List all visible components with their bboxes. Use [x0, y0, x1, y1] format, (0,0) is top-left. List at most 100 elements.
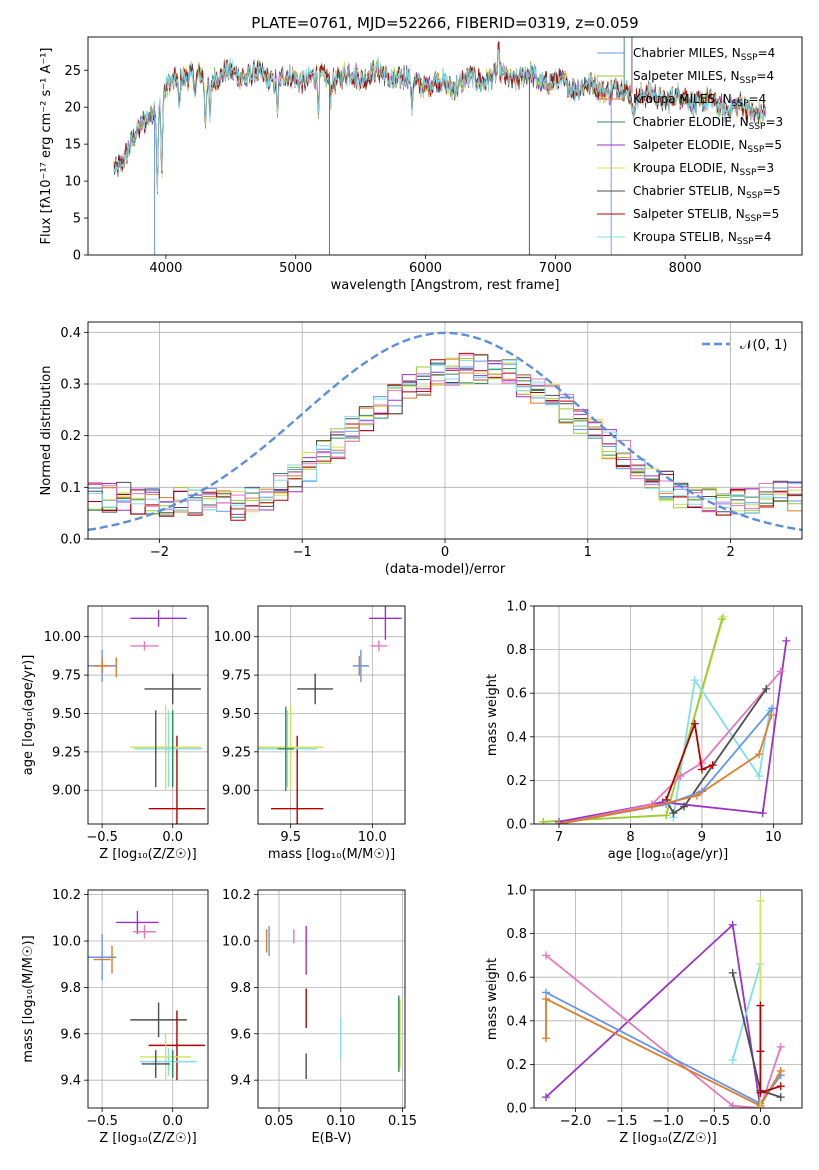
x-tick-label: −0.5 [86, 1114, 118, 1129]
y-tick-label: 10.0 [222, 935, 251, 950]
legend-entry: 𝒩(0, 1) [740, 338, 787, 353]
x-axis-label: Z [log₁₀(Z/Z☉)] [99, 847, 196, 862]
x-tick-label: 6000 [409, 261, 442, 276]
weight-point-marker [762, 684, 771, 693]
weight-point-marker [697, 765, 706, 774]
weight-point-marker [690, 676, 699, 685]
x-tick-label: 0.0 [750, 1114, 771, 1129]
y-tick-label: 9.8 [230, 981, 251, 996]
y-tick-label: 9.50 [52, 707, 81, 722]
weight-point-marker [776, 1093, 785, 1102]
y-tick-label: 9.25 [52, 745, 81, 760]
x-tick-label: 9.5 [280, 830, 301, 845]
legend-subscript: SSP [747, 145, 764, 155]
y-tick-label: 0.8 [506, 643, 527, 658]
weights-vs-age-panel: 7 8 9 10 0.0 0.2 0.4 0.6 0.8 1.0 age [log₁₀(age/yr… [485, 600, 803, 862]
weight-series-line [665, 720, 714, 801]
legend-subscript: SSP [732, 99, 749, 109]
weight-point-marker [756, 1047, 765, 1056]
weight-point-marker [690, 719, 699, 728]
x-axis-label: age [log₁₀(age/yr)] [608, 847, 729, 862]
weight-series-line [672, 677, 771, 818]
legend-entry: Chabrier MILES, NSSP=4 [633, 46, 775, 63]
legend-label: Salpeter STELIB, N [633, 207, 745, 221]
y-tick-label: 9.6 [230, 1027, 251, 1042]
x-axis-label: E(B-V) [311, 1131, 351, 1146]
y-tick-label: 0.2 [506, 774, 527, 789]
legend-tail: =4 [756, 69, 774, 83]
weight-point-marker [756, 1001, 765, 1010]
x-axis-label: Z [log₁₀(Z/Z☉)] [99, 1131, 196, 1146]
errorbars [88, 910, 206, 1081]
y-tick-label: 0.0 [60, 533, 81, 548]
legend-tail: =3 [756, 161, 774, 175]
legend-subscript: SSP [746, 191, 763, 201]
weight-point-marker [755, 750, 764, 759]
y-tick-label: 0 [73, 249, 81, 264]
y-axis-label: Flux [fλ10⁻¹⁷ erg cm⁻² s⁻¹ A⁻¹] [39, 48, 54, 245]
y-axis-label: mass weight [485, 674, 500, 756]
histogram-series [88, 359, 802, 514]
y-axis-label: Normed distribution [39, 366, 54, 496]
legend-tail: =4 [749, 92, 767, 106]
legend-label: Kroupa MILES, N [633, 92, 732, 106]
legend-subscript: SSP [740, 76, 757, 86]
y-tick-label: 0.6 [506, 687, 527, 702]
weight-point-marker [669, 809, 678, 818]
y-tick-label: 0.0 [506, 818, 527, 833]
x-tick-label: 5000 [279, 261, 312, 276]
axes-frame [87, 321, 803, 540]
y-tick-label: 15 [64, 138, 81, 153]
weight-lines [542, 896, 785, 1108]
y-tick-label: 10 [64, 175, 81, 190]
legend-entry: Salpeter MILES, NSSP=4 [633, 69, 774, 86]
legend-tail: =5 [763, 184, 781, 198]
weight-point-marker [776, 1042, 785, 1051]
axes-frame [533, 889, 803, 1109]
weight-point-marker [542, 1093, 551, 1102]
x-tick-label: 0.05 [265, 1114, 294, 1129]
legend-tail: =5 [762, 207, 780, 221]
x-axis-label: wavelength [Angstrom, rest frame] [331, 278, 560, 293]
y-tick-label: 9.75 [222, 669, 251, 684]
legend-tail: =5 [764, 138, 782, 152]
y-tick-label: 10.00 [214, 630, 251, 645]
x-tick-label: 4000 [149, 261, 182, 276]
y-tick-label: 25 [64, 64, 81, 79]
x-tick-label: −1.5 [606, 1114, 638, 1129]
weight-series-line [558, 640, 788, 823]
weight-point-marker [676, 772, 685, 781]
legend-tail: =3 [765, 115, 783, 129]
weight-point-marker [542, 995, 551, 1003]
y-tick-label: 5 [73, 212, 81, 227]
axes-frame [257, 605, 406, 825]
x-tick-label: −1.0 [652, 1114, 684, 1129]
weight-point-marker [717, 615, 726, 624]
weight-point-marker [647, 802, 656, 811]
legend-label: Kroupa STELIB, N [633, 230, 737, 244]
x-tick-label: −1 [293, 545, 312, 560]
y-tick-label: 9.50 [222, 707, 251, 722]
axes-frame [257, 889, 406, 1109]
x-tick-label: −2.0 [560, 1114, 592, 1129]
x-tick-label: 8 [626, 830, 634, 845]
spectrum-lines [113, 37, 767, 255]
legend-tail: =4 [754, 230, 772, 244]
weight-series-line [558, 714, 773, 824]
y-axis-label: age [log₁₀(age/yr)] [21, 655, 36, 776]
x-tick-label: 1 [584, 545, 592, 560]
weight-series-line [545, 923, 762, 1108]
weight-series-line [545, 954, 782, 1108]
legend-label: Chabrier MILES, N [633, 46, 741, 60]
weight-point-marker [776, 1082, 785, 1091]
y-tick-label: 10.0 [52, 935, 81, 950]
weights-vs-Z-panel: −2.0 −1.5 −1.0 −0.5 0.0 0.0 0.2 0.4 0.6 0.8 1.0 Z [… [485, 884, 803, 1146]
x-tick-label: −2 [150, 545, 169, 560]
weight-point-marker [708, 761, 717, 770]
weight-point-marker [782, 636, 791, 645]
axes-frame [87, 36, 803, 256]
gaussian-curve [88, 331, 802, 532]
y-tick-label: 9.4 [230, 1074, 251, 1089]
legend-entry: Kroupa ELODIE, NSSP=3 [633, 161, 774, 178]
